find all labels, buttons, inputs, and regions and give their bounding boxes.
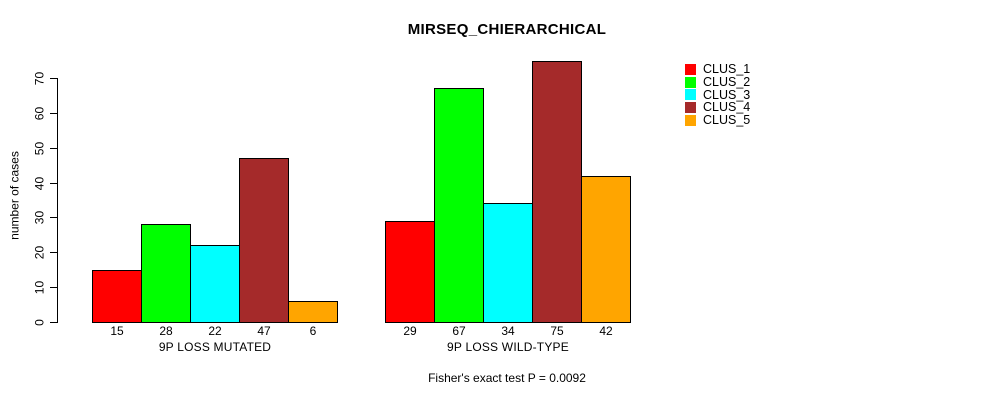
bar-value-label: 75	[550, 324, 564, 338]
y-tick-label: 50	[32, 141, 47, 156]
y-axis-tick	[50, 183, 57, 184]
bar-value-label: 29	[403, 324, 417, 338]
y-tick-label: 10	[32, 280, 47, 295]
legend-color-swatch	[685, 89, 696, 101]
bar-clus_5-group2	[581, 176, 631, 323]
legend-color-swatch	[685, 63, 696, 75]
legend-entry: CLUS_4	[685, 101, 750, 114]
y-axis-line	[57, 78, 58, 323]
group-label: 9P LOSS WILD-TYPE	[447, 340, 569, 354]
bar-value-label: 42	[599, 324, 613, 338]
legend-entry: CLUS_3	[685, 88, 750, 101]
legend-label: CLUS_2	[703, 75, 751, 90]
y-axis-tick	[50, 113, 57, 114]
y-tick-label: 30	[32, 210, 47, 225]
y-axis-tick	[50, 78, 57, 79]
y-axis-tick	[50, 322, 57, 323]
y-tick-label: 70	[32, 71, 47, 86]
legend: CLUS_1 CLUS_2 CLUS_3 CLUS_4 CLUS_5	[685, 63, 750, 126]
bar-clus_1-group2	[385, 221, 435, 323]
chart-title: MIRSEQ_CHIERARCHICAL	[407, 21, 607, 38]
bar-value-label: 22	[208, 324, 222, 338]
bar-value-label: 28	[159, 324, 173, 338]
legend-entry: CLUS_1	[685, 63, 750, 76]
y-tick-label: 60	[32, 106, 47, 121]
bar-clus_3-group2	[483, 203, 533, 323]
y-axis-tick	[50, 148, 57, 149]
y-tick-label: 20	[32, 245, 47, 260]
bar-value-label: 34	[501, 324, 515, 338]
bar-value-label: 15	[110, 324, 124, 338]
bar-clus_5-group1	[288, 301, 338, 323]
legend-label: CLUS_4	[703, 100, 751, 115]
legend-color-swatch	[685, 101, 696, 113]
bar-clus_4-group1	[239, 158, 289, 323]
bar-clus_1-group1	[92, 270, 142, 323]
legend-entry: CLUS_5	[685, 114, 750, 127]
bar-clus_2-group1	[141, 224, 191, 323]
chart-caption: Fisher's exact test P = 0.0092	[428, 371, 586, 385]
legend-label: CLUS_1	[703, 62, 751, 77]
y-tick-label: 0	[32, 319, 47, 326]
bar-value-label: 67	[452, 324, 466, 338]
legend-color-swatch	[685, 76, 696, 88]
bar-value-label: 47	[257, 324, 271, 338]
y-tick-label: 40	[32, 176, 47, 191]
group-label: 9P LOSS MUTATED	[158, 340, 272, 354]
bar-value-label: 6	[309, 324, 317, 338]
legend-color-swatch	[685, 114, 696, 126]
bar-clus_2-group2	[434, 88, 484, 323]
legend-entry: CLUS_2	[685, 76, 750, 89]
legend-label: CLUS_3	[703, 87, 751, 102]
bar-clus_3-group1	[190, 245, 240, 323]
y-axis-tick	[50, 287, 57, 288]
legend-label: CLUS_5	[703, 113, 751, 128]
y-axis-tick	[50, 217, 57, 218]
y-axis-tick	[50, 252, 57, 253]
bar-clus_4-group2	[532, 61, 582, 323]
